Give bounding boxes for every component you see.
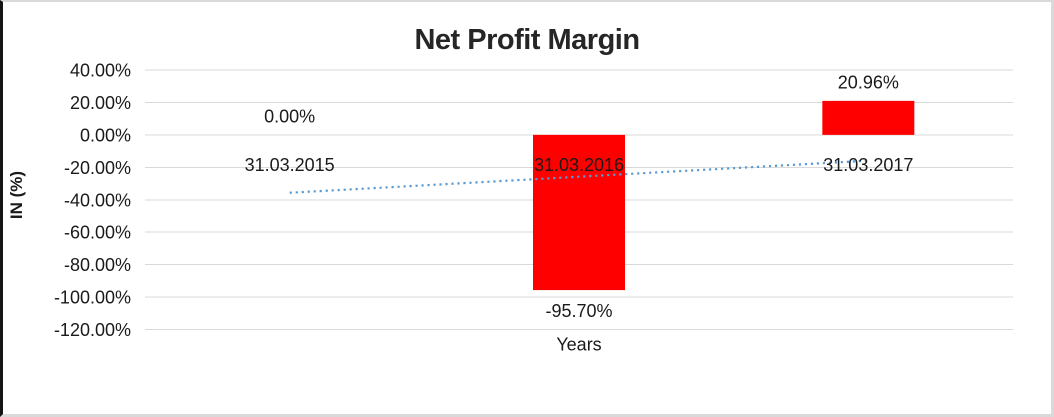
y-axis-title: IN (%) — [7, 170, 26, 220]
x-category-label: 31.03.2017 — [823, 155, 913, 175]
y-axis-tick-label: 40.00% — [70, 61, 131, 81]
bar-31.03.2016 — [533, 134, 625, 291]
y-axis-tick-label: -100.00% — [54, 288, 131, 308]
plot-svg: 40.00% 20.00% 0.00% -20.00% -40.00% -60.00% -8… — [54, 61, 1013, 340]
data-label-31.03.2017: 20.96% — [838, 72, 899, 92]
y-axis-tick-label: -60.00% — [64, 223, 131, 243]
trendline — [289, 159, 869, 194]
y-axis-tick-label: -40.00% — [64, 190, 131, 210]
y-axis-tick-label: -80.00% — [64, 255, 131, 275]
y-axis-tick-label: 0.00% — [80, 125, 131, 145]
x-category-label: 31.03.2015 — [245, 155, 335, 175]
y-axis-tick-label: -120.00% — [54, 320, 131, 340]
x-category-label: 31.03.2016 — [534, 155, 624, 175]
chart-canvas: Net Profit Margin IN (%) Years 40.00% 20.… — [3, 2, 1051, 414]
y-axis-tick-label: -20.00% — [64, 158, 131, 178]
y-axis-tick-label: 20.00% — [70, 93, 131, 113]
data-label-31.03.2015: 0.00% — [264, 106, 315, 126]
chart-title: Net Profit Margin — [414, 24, 640, 56]
data-label-31.03.2016: -95.70% — [545, 301, 612, 321]
bar-31.03.2017 — [822, 100, 915, 135]
x-axis-title: Years — [556, 334, 602, 355]
